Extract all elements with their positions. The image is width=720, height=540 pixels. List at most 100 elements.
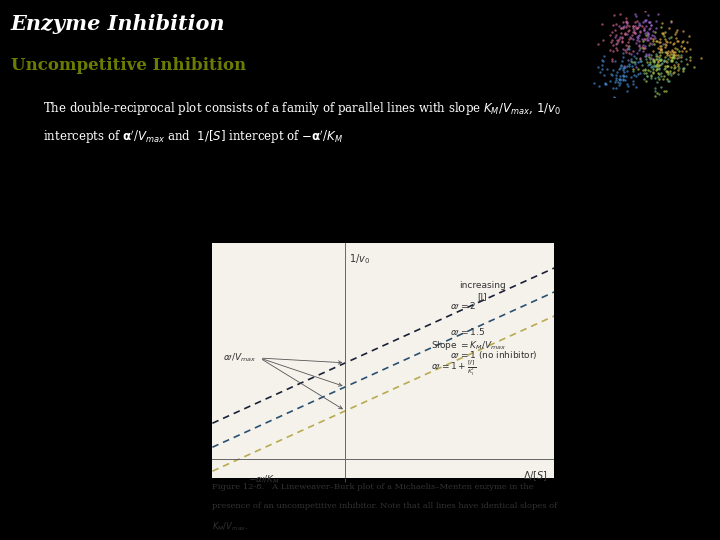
Point [627,22,639,31]
Point [608,21,619,29]
Point [643,61,654,70]
Point [630,24,642,32]
Point [678,27,689,36]
Point [618,68,630,77]
Point [626,58,638,67]
Text: $\alpha\prime = 1.5$: $\alpha\prime = 1.5$ [450,326,485,337]
Point [631,33,642,42]
Point [611,67,622,76]
Point [600,80,611,89]
Point [629,59,641,68]
Point [616,62,627,70]
Point [629,21,641,30]
Point [644,67,655,76]
Point [661,49,672,57]
Point [661,51,672,59]
Text: Slope $= K_M/V_{max}$: Slope $= K_M/V_{max}$ [431,340,506,353]
Point [634,44,645,53]
Point [654,35,666,43]
Point [642,35,654,44]
Point [592,63,603,71]
Point [665,67,676,76]
Point [656,58,667,67]
Point [597,36,608,44]
Point [647,65,659,73]
Point [622,56,634,64]
Point [646,31,657,39]
Point [627,66,639,75]
Point [649,57,660,65]
Point [662,62,673,71]
Point [653,52,665,61]
Point [683,32,695,40]
Point [606,37,617,46]
Point [620,48,631,56]
Point [642,30,654,38]
Point [654,45,666,54]
Point [642,51,653,60]
Point [666,47,678,56]
Point [652,58,663,66]
Point [631,24,643,32]
Point [649,60,660,69]
Point [624,49,635,57]
Point [654,38,665,46]
Point [652,36,663,45]
Point [642,28,653,37]
Point [593,39,604,48]
Point [650,50,662,59]
Point [601,65,613,73]
Point [647,55,658,63]
Point [662,58,673,66]
Point [669,60,680,69]
Point [653,90,665,99]
Point [617,23,629,32]
Point [642,33,653,42]
Point [617,49,629,57]
Point [604,77,616,86]
Point [672,66,684,75]
Point [630,83,642,92]
Point [666,56,678,64]
Point [622,27,634,36]
Point [594,68,606,76]
Point [652,57,663,65]
Text: $K_M/V_{max}$.: $K_M/V_{max}$. [212,520,248,532]
Point [660,43,671,52]
Point [656,48,667,56]
Point [614,32,626,41]
Point [598,52,610,60]
Point [606,28,618,36]
Point [655,72,667,80]
Point [631,70,643,78]
Point [672,60,683,69]
Point [662,46,674,55]
Point [661,48,672,57]
Point [655,44,667,53]
Point [606,55,618,64]
Point [623,42,634,50]
Point [647,46,659,55]
Point [645,73,657,82]
Point [638,35,649,43]
Point [617,45,629,53]
Point [608,46,619,55]
Point [647,63,659,72]
Point [668,50,680,59]
Text: $1/v_0$: $1/v_0$ [349,253,370,266]
Point [678,64,690,72]
Point [639,65,651,73]
Point [637,41,649,50]
Point [633,31,644,40]
Point [588,79,599,87]
Point [616,24,627,32]
Point [678,64,689,72]
Point [678,67,689,76]
Point [636,35,648,43]
Point [639,44,650,52]
Point [675,53,686,62]
Point [631,38,642,47]
Point [644,25,655,34]
Point [652,10,664,18]
Point [632,23,644,32]
